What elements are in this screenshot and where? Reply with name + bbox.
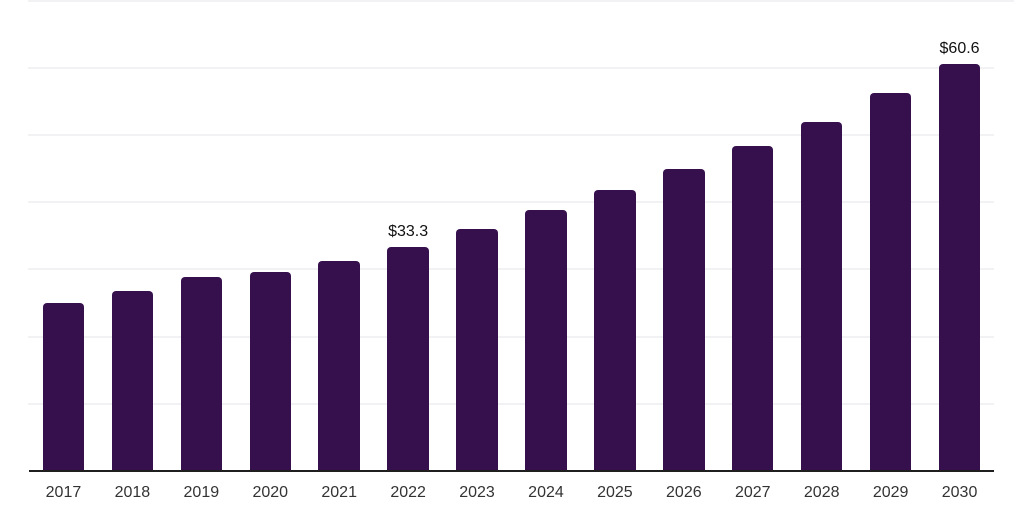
bar-2029 (869, 93, 912, 471)
bar-2024 (525, 210, 567, 471)
x-tick-label-2018: 2018 (114, 484, 151, 501)
x-tick-label-2028: 2028 (803, 484, 840, 501)
bar-2022 (387, 247, 429, 471)
x-tick-label-2027: 2027 (734, 484, 771, 501)
x-tick-label-2026: 2026 (666, 484, 702, 501)
bar-2027 (732, 146, 774, 471)
x-tick-label-2029: 2029 (872, 484, 909, 501)
bar-2025 (594, 190, 636, 471)
gridline-40 (28, 201, 994, 204)
gridline-60 (28, 66, 994, 69)
x-tick-label-2017: 2017 (45, 484, 82, 501)
bar-2017 (42, 303, 85, 471)
x-tick-label-2025: 2025 (597, 484, 633, 501)
bar-2021 (318, 260, 360, 471)
x-axis-line (29, 469, 994, 472)
x-tick-label-2021: 2021 (321, 484, 357, 501)
bar-2030 (938, 63, 981, 471)
x-tick-label-2019: 2019 (183, 484, 220, 501)
bar-2020 (249, 272, 291, 471)
gridline-10 (28, 402, 994, 405)
x-tick-label-2023: 2023 (459, 484, 495, 501)
x-tick-label-2030: 2030 (941, 484, 978, 501)
gridline-70 (28, 0, 1014, 2)
bar-2026 (663, 169, 705, 471)
bar-2023 (456, 229, 498, 471)
gridline-50 (28, 134, 994, 136)
x-tick-label-2022: 2022 (390, 484, 426, 501)
x-tick-label-2024: 2024 (528, 484, 564, 501)
bar-2028 (800, 121, 843, 471)
value-label-2030: $60.6 (939, 39, 980, 57)
gridline-20 (28, 335, 994, 338)
x-tick-label-2020: 2020 (252, 484, 289, 501)
value-label-2022: $33.3 (388, 223, 429, 241)
gridline-30 (28, 268, 994, 271)
bar-2018 (111, 290, 154, 471)
bar-2019 (180, 277, 223, 471)
